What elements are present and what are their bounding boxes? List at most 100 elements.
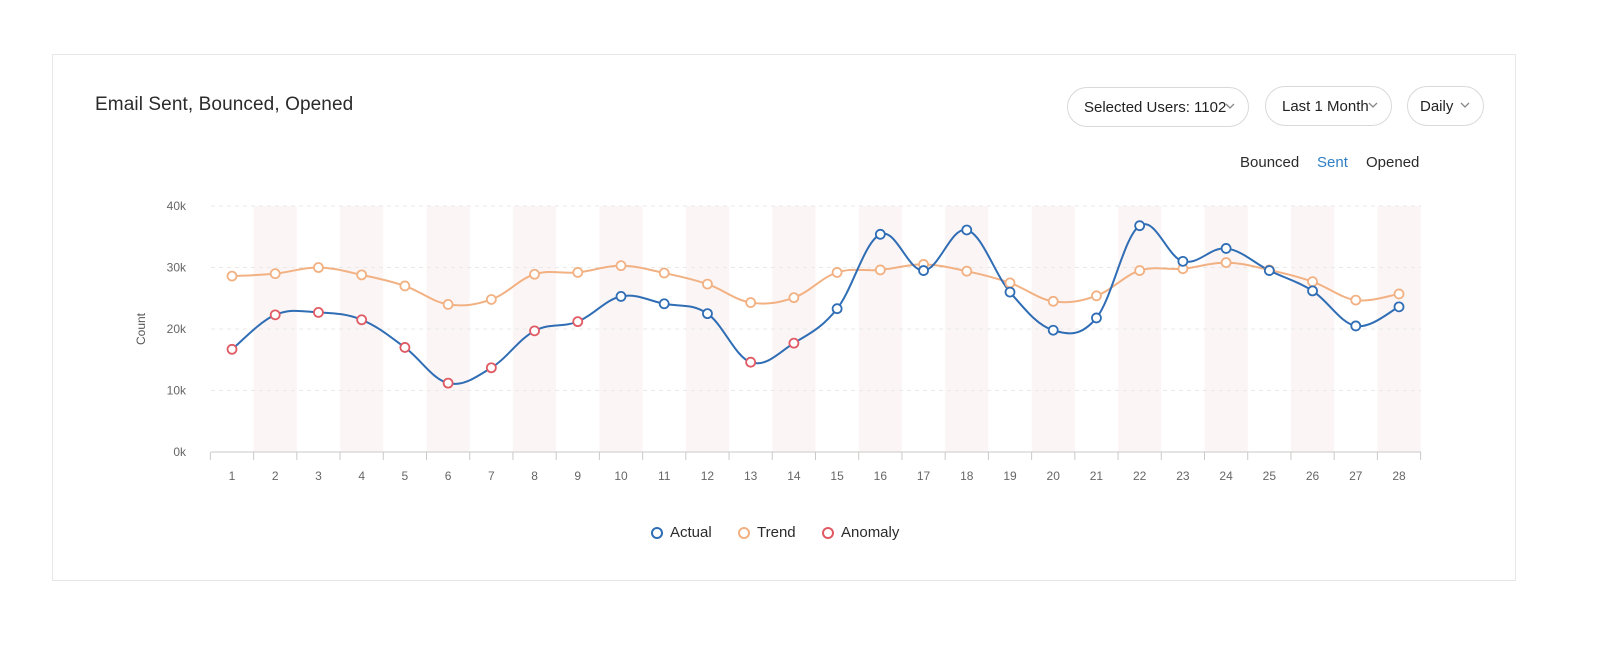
legend-actual-label: Actual	[670, 524, 712, 541]
anomaly-point	[269, 309, 281, 321]
actual-point	[1004, 286, 1016, 298]
x-tick-label: 21	[1090, 469, 1104, 483]
legend-anomaly[interactable]: Anomaly	[822, 524, 899, 541]
x-tick-label: 28	[1392, 469, 1406, 483]
actual-point	[658, 298, 670, 310]
period-dropdown[interactable]: Last 1 Month	[1265, 86, 1392, 126]
anomaly-point	[356, 314, 368, 326]
tab-opened[interactable]: Opened	[1366, 154, 1420, 171]
x-tick-label: 25	[1263, 469, 1277, 483]
x-tick-label: 3	[315, 469, 322, 483]
trend-point	[1004, 277, 1016, 289]
anomaly-point	[572, 316, 584, 328]
actual-point	[1263, 265, 1275, 276]
x-tick-label: 22	[1133, 469, 1147, 483]
legend-actual-marker	[651, 526, 663, 539]
trend-point	[1307, 276, 1318, 288]
actual-point	[702, 308, 713, 320]
x-tick-label: 24	[1219, 469, 1233, 483]
x-tick-label: 14	[787, 469, 801, 483]
trend-point	[485, 294, 497, 305]
trend-point	[658, 267, 670, 279]
x-tick-label: 16	[874, 469, 888, 483]
trend-point	[788, 292, 800, 304]
trend-point	[399, 280, 411, 292]
trend-point	[356, 269, 368, 281]
actual-point	[615, 291, 627, 302]
y-tick-label: 40k	[167, 199, 187, 213]
x-tick-label: 4	[358, 469, 365, 483]
legend-actual[interactable]: Actual	[651, 524, 712, 541]
actual-point	[1307, 285, 1318, 297]
plot-band	[1204, 206, 1248, 452]
trend-point	[1220, 257, 1232, 268]
x-tick-label: 13	[744, 469, 758, 483]
trend-point	[1350, 294, 1362, 306]
actual-point	[1091, 312, 1102, 324]
chart-title: Email Sent, Bounced, Opened	[95, 94, 354, 115]
anomaly-point	[226, 343, 238, 355]
actual-point	[1350, 320, 1362, 332]
x-tick-label: 19	[1003, 469, 1017, 483]
x-tick-label: 6	[445, 469, 452, 483]
trend-point	[226, 270, 238, 282]
legend-anomaly-marker	[822, 526, 834, 539]
x-tick-label: 1	[229, 469, 236, 483]
y-tick-label: 0k	[173, 445, 187, 459]
trend-point	[1047, 295, 1059, 307]
trend-point	[529, 268, 540, 280]
x-tick-label: 26	[1306, 469, 1320, 483]
trend-line	[231, 261, 1400, 307]
trend-point	[831, 267, 843, 278]
trend-point	[615, 260, 627, 272]
anomaly-point	[485, 362, 497, 374]
period-label: Last 1 Month	[1282, 97, 1369, 115]
chevron-down-icon	[1225, 103, 1235, 109]
y-axis-title: Count	[134, 312, 148, 345]
actual-point	[874, 228, 886, 240]
x-tick-label: 15	[830, 469, 844, 483]
trend-point	[572, 267, 584, 278]
legend-trend[interactable]: Trend	[738, 524, 796, 541]
actual-point	[1220, 243, 1232, 254]
anomaly-point	[313, 306, 324, 318]
x-tick-label: 7	[488, 469, 495, 483]
x-tick-label: 27	[1349, 469, 1363, 483]
anomaly-point	[399, 342, 411, 353]
selected-users-label: Selected Users: 1102	[1084, 98, 1227, 116]
trend-point	[702, 278, 713, 290]
trend-point	[313, 262, 324, 273]
plot-band	[340, 206, 384, 452]
trend-point	[961, 265, 973, 277]
trend-point	[1393, 288, 1405, 300]
anomaly-point	[529, 325, 540, 337]
x-tick-label: 10	[614, 469, 628, 483]
plot-band	[772, 206, 816, 452]
x-tick-label: 23	[1176, 469, 1190, 483]
x-tick-label: 12	[701, 469, 715, 483]
trend-point	[269, 268, 281, 280]
actual-point	[1134, 220, 1146, 232]
selected-users-dropdown[interactable]: Selected Users: 1102	[1067, 87, 1249, 127]
plot-band	[426, 206, 470, 452]
trend-point	[874, 264, 886, 276]
legend-anomaly-label: Anomaly	[841, 524, 900, 541]
actual-point	[831, 303, 843, 315]
trend-point	[1134, 265, 1146, 276]
tab-bounced[interactable]: Bounced	[1240, 154, 1300, 171]
x-tick-label: 2	[272, 469, 279, 483]
granularity-dropdown[interactable]: Daily	[1407, 86, 1484, 126]
tab-sent[interactable]: Sent	[1317, 154, 1348, 171]
actual-point	[1393, 301, 1405, 313]
x-tick-label: 17	[917, 469, 931, 483]
anomaly-point	[788, 337, 800, 349]
granularity-label: Daily	[1420, 97, 1454, 115]
plot-band	[1290, 206, 1335, 452]
x-tick-label: 18	[960, 469, 974, 483]
x-tick-label: 9	[574, 469, 581, 483]
actual-point	[918, 265, 929, 276]
trend-point	[1091, 290, 1102, 302]
x-tick-label: 11	[658, 469, 671, 483]
actual-point	[961, 224, 973, 236]
